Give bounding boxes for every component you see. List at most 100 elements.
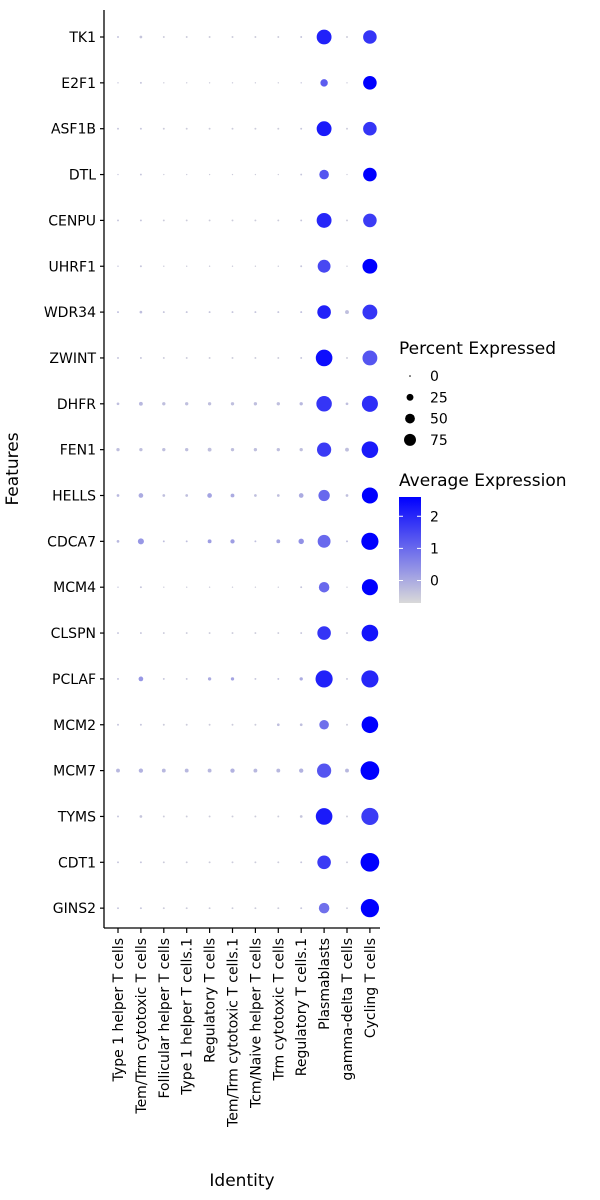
x-axis-title: Identity	[209, 1171, 274, 1191]
dot-point	[254, 36, 257, 38]
dot-point	[317, 259, 331, 273]
dot-point	[298, 538, 304, 545]
dot-point	[346, 907, 348, 910]
y-tick-label: CLSPN	[51, 626, 96, 642]
dot-point	[185, 447, 189, 452]
dot-point	[207, 402, 212, 406]
dot-point	[346, 173, 348, 176]
y-tick-label: CDCA7	[47, 534, 96, 550]
dot-point	[298, 493, 304, 498]
dot-point	[231, 723, 234, 726]
dot-point	[208, 907, 211, 910]
dot-point	[139, 586, 142, 589]
color-legend-label: 2	[430, 509, 439, 525]
dot-point	[162, 356, 165, 359]
dot-point	[162, 723, 165, 726]
x-tick-label: Tem/Trm cytotoxic T cells	[134, 938, 150, 1115]
dot-point	[139, 907, 142, 910]
dot-point	[276, 494, 280, 497]
dot-point	[162, 907, 165, 910]
dot-point	[185, 127, 188, 130]
dot-point	[139, 632, 142, 635]
dot-point	[186, 173, 188, 176]
dot-point	[317, 855, 331, 870]
dot-point	[319, 719, 329, 730]
dot-point	[207, 493, 212, 498]
y-tick-label: DTL	[69, 168, 96, 184]
dot-point	[300, 586, 303, 589]
dot-point	[186, 265, 188, 267]
y-tick-label: FEN1	[60, 443, 96, 459]
dot-point	[208, 265, 211, 267]
dot-point	[361, 441, 379, 458]
dot-point	[346, 82, 348, 84]
dot-point	[117, 82, 119, 84]
dot-point	[300, 36, 303, 38]
dot-point	[363, 30, 377, 44]
x-tick-label: Type 1 helper T cells	[111, 938, 127, 1082]
dot-point	[254, 82, 257, 84]
dot-point	[116, 768, 120, 773]
y-axis-title: Features	[3, 432, 23, 505]
dot-point	[207, 539, 212, 544]
dot-point	[139, 219, 142, 222]
y-tick-label: TYMS	[57, 809, 96, 825]
dot-point	[185, 540, 188, 543]
dot-point	[162, 402, 166, 406]
dot-point	[162, 632, 165, 635]
dot-point	[139, 35, 143, 39]
dot-point	[185, 907, 188, 910]
dot-point	[300, 173, 303, 176]
dot-point	[139, 127, 142, 130]
dot-point	[208, 815, 211, 818]
y-tick-label: MCM2	[53, 718, 96, 734]
dot-point	[207, 677, 212, 681]
dot-point	[139, 310, 143, 314]
y-tick-label: UHRF1	[49, 259, 96, 275]
dot-point	[345, 447, 349, 452]
dot-point	[346, 677, 348, 680]
dot-point	[208, 311, 211, 314]
dot-point	[117, 265, 119, 267]
dot-point	[300, 265, 303, 268]
dot-point	[139, 447, 143, 452]
dot-point	[254, 677, 257, 680]
dot-point	[361, 716, 379, 734]
color-legend-title: Average Expression	[399, 471, 567, 491]
dot-point	[277, 815, 280, 818]
dot-group	[116, 29, 380, 918]
dot-point	[162, 36, 165, 38]
dot-point	[231, 815, 234, 818]
dot-point	[185, 356, 188, 359]
dot-point	[117, 311, 119, 314]
dot-point	[208, 632, 211, 635]
x-tick-label: Regulatory T cells.1	[294, 938, 310, 1076]
size-legend-label: 25	[430, 390, 448, 406]
dot-point	[208, 173, 211, 176]
dot-point	[208, 861, 211, 864]
dot-point	[299, 447, 303, 452]
plot-axes	[103, 10, 380, 929]
dot-point	[315, 349, 333, 367]
dot-point	[318, 902, 330, 914]
x-tick-group: Type 1 helper T cells Tem/Trm cytotoxic T…	[111, 928, 379, 1128]
size-legend-dot	[405, 413, 415, 424]
dot-point	[254, 219, 257, 222]
dot-point	[186, 586, 188, 588]
dot-point	[300, 861, 303, 864]
dot-point	[117, 36, 119, 38]
dot-point	[231, 265, 234, 267]
dot-point	[277, 219, 280, 222]
dot-point	[300, 356, 303, 359]
dot-point	[162, 861, 165, 864]
dot-point	[117, 723, 119, 726]
dot-point	[253, 447, 258, 452]
dot-point	[231, 586, 234, 588]
dot-point	[276, 768, 281, 773]
dot-point	[361, 624, 379, 642]
dot-point	[362, 304, 378, 320]
dot-point	[138, 493, 144, 498]
dot-point	[117, 173, 119, 176]
dot-point	[162, 447, 166, 452]
y-tick-label: TK1	[68, 30, 96, 46]
